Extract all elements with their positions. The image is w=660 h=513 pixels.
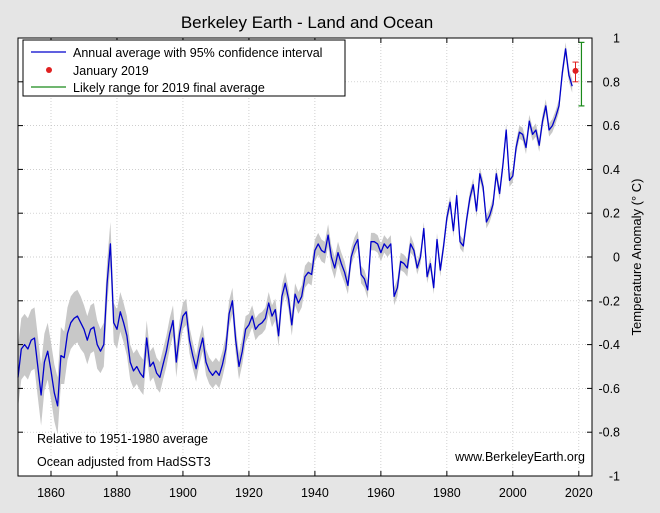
chart-title: Berkeley Earth - Land and Ocean: [181, 13, 433, 32]
x-tick-label: 1880: [103, 486, 131, 500]
annotation-ocean: Ocean adjusted from HadSST3: [37, 455, 211, 469]
confidence-band: [18, 42, 573, 435]
annual-average-line-group: [17, 48, 573, 407]
markers: [572, 41, 585, 107]
annotation-website: www.BerkeleyEarth.org: [454, 450, 585, 464]
x-tick-label: 1980: [433, 486, 461, 500]
y-tick-label: -0.4: [598, 338, 620, 352]
y-tick-label: -0.2: [598, 294, 620, 308]
confidence-band-area: [18, 42, 573, 435]
plot-area: [18, 38, 592, 476]
legend-label-annual: Annual average with 95% confidence inter…: [73, 46, 322, 60]
x-tick-label: 1940: [301, 486, 329, 500]
january-2019-point: [572, 67, 579, 74]
y-axis-ticks: -1 -0.8 -0.6 -0.4 -0.2 0 0.2 0.4 0.6 0.8 1: [18, 32, 620, 484]
legend-label-likely-range: Likely range for 2019 final average: [73, 81, 265, 95]
legend: Annual average with 95% confidence inter…: [22, 39, 346, 97]
x-tick-label: 1900: [169, 486, 197, 500]
y-tick-label: -0.8: [598, 426, 620, 440]
y-axis-label: Temperature Anomaly (° C): [629, 179, 644, 336]
legend-swatch-january: [46, 67, 52, 73]
annual-average-line: [17, 48, 573, 407]
y-tick-label: 0: [613, 251, 620, 265]
legend-label-january: January 2019: [73, 64, 149, 78]
y-tick-label: 1: [613, 32, 620, 46]
x-tick-label: 1960: [367, 486, 395, 500]
y-tick-label: -1: [609, 470, 620, 484]
x-tick-label: 2000: [499, 486, 527, 500]
annotation-baseline: Relative to 1951-1980 average: [37, 432, 208, 446]
y-tick-label: -0.6: [598, 382, 620, 396]
legend-box: [22, 39, 346, 97]
x-tick-label: 2020: [565, 486, 593, 500]
y-tick-label: 0.2: [603, 207, 620, 221]
y-tick-label: 0.4: [603, 163, 620, 177]
x-tick-label: 1920: [235, 486, 263, 500]
y-tick-label: 0.6: [603, 119, 620, 133]
x-tick-label: 1860: [37, 486, 65, 500]
y-tick-label: 0.8: [603, 75, 620, 89]
x-axis-ticks: 1860 1880 1900 1920 1940 1960 1980 2000 2020: [37, 38, 593, 500]
